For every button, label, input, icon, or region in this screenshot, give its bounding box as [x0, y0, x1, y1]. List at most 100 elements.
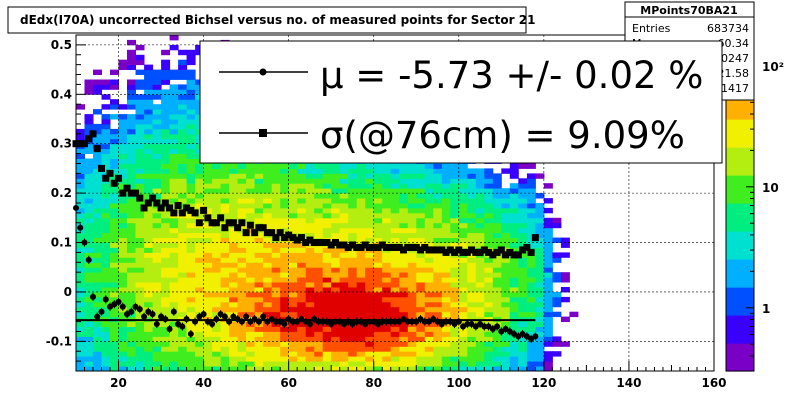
- color-scale-band: [726, 135, 754, 142]
- mu-point: [421, 318, 428, 325]
- heatmap-cell: [322, 178, 332, 184]
- heatmap-cell: [484, 173, 494, 179]
- heatmap-cell: [127, 227, 136, 234]
- heatmap-cell: [271, 173, 281, 179]
- heatmap-cell: [118, 173, 128, 179]
- heatmap-cell: [382, 232, 392, 238]
- heatmap-cell: [110, 158, 119, 164]
- heatmap-cell: [535, 262, 545, 268]
- heatmap-cell: [263, 222, 273, 229]
- heatmap-cell: [229, 193, 239, 199]
- heatmap-cell: [297, 257, 307, 263]
- heatmap-cell: [178, 291, 188, 298]
- heatmap-cell: [501, 366, 511, 372]
- heatmap-cell: [399, 237, 409, 243]
- heatmap-cell: [373, 282, 383, 288]
- heatmap-cell: [543, 326, 553, 332]
- heatmap-cell: [263, 262, 273, 268]
- heatmap-cell: [203, 227, 213, 234]
- heatmap-cell: [161, 287, 171, 293]
- heatmap-cell: [501, 321, 511, 327]
- heatmap-cell: [501, 361, 511, 367]
- heatmap-cell: [263, 306, 273, 313]
- heatmap-cell: [84, 79, 94, 85]
- sigma-point: [153, 199, 161, 207]
- heatmap-cell: [203, 188, 213, 194]
- heatmap-cell: [552, 341, 562, 347]
- mu-point: [119, 303, 126, 310]
- heatmap-cell: [203, 247, 213, 253]
- heatmap-cell: [271, 336, 281, 342]
- mu-point: [383, 318, 390, 325]
- heatmap-cell: [220, 242, 230, 248]
- heatmap-cell: [152, 351, 162, 357]
- mu-point: [532, 333, 539, 340]
- heatmap-cell: [195, 193, 205, 199]
- heatmap-cell: [254, 326, 264, 332]
- heatmap-cell: [475, 183, 485, 189]
- heatmap-cell: [169, 247, 179, 253]
- heatmap-cell: [441, 173, 451, 179]
- heatmap-cell: [152, 158, 162, 164]
- heatmap-cell: [450, 301, 460, 308]
- heatmap-cell: [501, 193, 511, 199]
- heatmap-cell: [331, 277, 341, 283]
- mu-point: [179, 323, 186, 330]
- heatmap-cell: [161, 321, 171, 327]
- heatmap-cell: [101, 133, 111, 140]
- heatmap-cell: [178, 104, 188, 110]
- heatmap-cell: [467, 183, 477, 189]
- heatmap-cell: [322, 227, 332, 234]
- sigma-point: [204, 214, 212, 222]
- heatmap-cell: [305, 331, 315, 337]
- heatmap-cell: [135, 326, 145, 332]
- heatmap-cell: [424, 306, 434, 313]
- heatmap-cell: [127, 123, 136, 130]
- heatmap-cell: [450, 311, 460, 318]
- heatmap-cell: [475, 207, 485, 214]
- heatmap-cell: [152, 193, 162, 199]
- heatmap-cell: [433, 183, 443, 189]
- heatmap-cell: [203, 203, 213, 209]
- heatmap-cell: [305, 193, 315, 199]
- heatmap-cell: [263, 237, 273, 243]
- heatmap-cell: [314, 336, 324, 342]
- heatmap-cell: [416, 296, 426, 303]
- heatmap-cell: [399, 257, 409, 263]
- heatmap-cell: [271, 356, 281, 362]
- heatmap-cell: [161, 104, 171, 110]
- heatmap-cell: [518, 361, 528, 367]
- heatmap-cell: [195, 331, 205, 337]
- heatmap-cell: [484, 237, 494, 243]
- heatmap-cell: [509, 291, 519, 298]
- heatmap-cell: [365, 188, 375, 194]
- heatmap-cell: [526, 232, 536, 238]
- heatmap-cell: [127, 336, 136, 342]
- heatmap-cell: [203, 296, 213, 303]
- heatmap-cell: [441, 326, 451, 332]
- heatmap-cell: [152, 237, 162, 243]
- heatmap-cell: [110, 168, 119, 174]
- heatmap-cell: [237, 366, 247, 372]
- heatmap-cell: [127, 183, 136, 189]
- heatmap-cell: [356, 198, 366, 204]
- heatmap-cell: [390, 193, 400, 199]
- heatmap-cell: [246, 227, 256, 234]
- heatmap-cell: [263, 173, 273, 179]
- heatmap-cell: [390, 163, 400, 169]
- heatmap-cell: [135, 287, 145, 293]
- heatmap-cell: [161, 119, 171, 125]
- heatmap-cell: [348, 237, 358, 243]
- heatmap-cell: [288, 257, 298, 263]
- heatmap-cell: [186, 89, 196, 95]
- heatmap-cell: [101, 148, 111, 154]
- heatmap-cell: [220, 331, 230, 337]
- heatmap-cell: [288, 203, 298, 209]
- heatmap-cell: [144, 89, 154, 95]
- heatmap-cell: [339, 188, 349, 194]
- heatmap-cell: [76, 242, 85, 248]
- heatmap-cell: [127, 168, 136, 174]
- heatmap-cell: [271, 193, 281, 199]
- heatmap-cell: [365, 296, 375, 303]
- heatmap-cell: [246, 198, 256, 204]
